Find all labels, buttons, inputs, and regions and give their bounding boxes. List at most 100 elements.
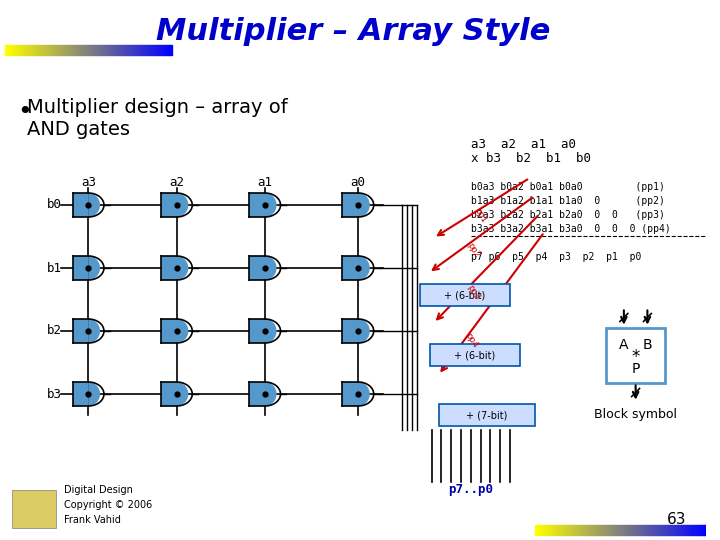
Bar (25, 45, 27, 55)
Bar (646, 525, 648, 535)
Bar (60, 45, 62, 55)
Bar (652, 525, 654, 535)
Bar (47, 45, 48, 55)
Bar (90, 45, 91, 55)
Text: b0a3 b0a2 b0a1 b0a0         (pp1): b0a3 b0a2 b0a1 b0a0 (pp1) (471, 182, 665, 192)
Bar (667, 525, 670, 535)
Bar (693, 525, 696, 535)
Bar (623, 525, 625, 535)
Bar (140, 45, 142, 55)
Bar (148, 45, 150, 55)
Bar (107, 45, 108, 55)
Text: p7..p0: p7..p0 (449, 483, 493, 496)
Bar (595, 525, 597, 535)
Wedge shape (265, 319, 276, 343)
Bar (73, 45, 75, 55)
FancyBboxPatch shape (606, 327, 665, 382)
FancyBboxPatch shape (430, 344, 520, 366)
Bar (640, 525, 642, 535)
Bar (135, 45, 137, 55)
Text: Digital Design
Copyright © 2006
Frank Vahid: Digital Design Copyright © 2006 Frank Va… (64, 485, 152, 525)
Bar (648, 525, 650, 535)
Bar (32, 45, 33, 55)
Bar (35, 45, 37, 55)
Bar (27, 45, 28, 55)
Bar (575, 525, 577, 535)
Bar (73, 319, 89, 343)
Bar (153, 45, 155, 55)
Bar (676, 525, 678, 535)
Bar (634, 525, 636, 535)
Text: pp4: pp4 (463, 331, 479, 349)
Bar (249, 256, 265, 280)
Bar (147, 45, 148, 55)
Bar (102, 45, 103, 55)
Text: x b3  b2  b1  b0: x b3 b2 b1 b0 (471, 152, 591, 165)
Bar (18, 45, 20, 55)
Bar (342, 256, 358, 280)
Bar (661, 525, 663, 535)
Bar (582, 525, 584, 535)
Bar (158, 45, 160, 55)
Bar (683, 525, 685, 535)
Bar (91, 45, 94, 55)
Bar (612, 525, 614, 535)
Bar (99, 45, 100, 55)
Bar (38, 45, 40, 55)
Bar (166, 45, 168, 55)
Bar (657, 525, 659, 535)
Bar (590, 525, 593, 535)
Bar (120, 45, 122, 55)
Wedge shape (89, 382, 100, 406)
Bar (556, 525, 558, 535)
Bar (86, 45, 89, 55)
Bar (115, 45, 117, 55)
Bar (161, 256, 176, 280)
Bar (616, 525, 618, 535)
Bar (22, 45, 23, 55)
Wedge shape (89, 256, 100, 280)
Text: P: P (631, 362, 640, 376)
Bar (687, 525, 689, 535)
Bar (108, 45, 110, 55)
Bar (603, 525, 606, 535)
Text: + (6-bit): + (6-bit) (454, 350, 495, 360)
Bar (42, 45, 43, 55)
Bar (577, 525, 580, 535)
Bar (584, 525, 586, 535)
Bar (702, 525, 704, 535)
Bar (698, 525, 700, 535)
Bar (30, 45, 32, 55)
Text: b1: b1 (47, 261, 61, 274)
Bar (103, 45, 105, 55)
Bar (118, 45, 120, 55)
Bar (168, 45, 170, 55)
Bar (100, 45, 102, 55)
Bar (629, 525, 631, 535)
Bar (588, 525, 590, 535)
Text: 63: 63 (667, 512, 687, 528)
Text: p7 p6  p5  p4  p3  p2  p1  p0: p7 p6 p5 p4 p3 p2 p1 p0 (471, 252, 642, 262)
Bar (599, 525, 601, 535)
FancyBboxPatch shape (420, 284, 510, 306)
Bar (157, 45, 158, 55)
Bar (23, 45, 25, 55)
Bar (593, 525, 595, 535)
Bar (342, 319, 358, 343)
Bar (142, 45, 143, 55)
Wedge shape (358, 382, 370, 406)
Bar (96, 45, 99, 55)
Bar (672, 525, 674, 535)
Bar (580, 525, 582, 535)
Bar (6, 45, 8, 55)
Text: a1: a1 (257, 176, 272, 188)
Bar (659, 525, 661, 535)
Bar (631, 525, 634, 535)
Bar (12, 45, 13, 55)
Bar (627, 525, 629, 535)
Bar (57, 45, 58, 55)
Bar (700, 525, 702, 535)
Bar (73, 382, 89, 406)
Bar (558, 525, 560, 535)
FancyBboxPatch shape (439, 404, 534, 426)
